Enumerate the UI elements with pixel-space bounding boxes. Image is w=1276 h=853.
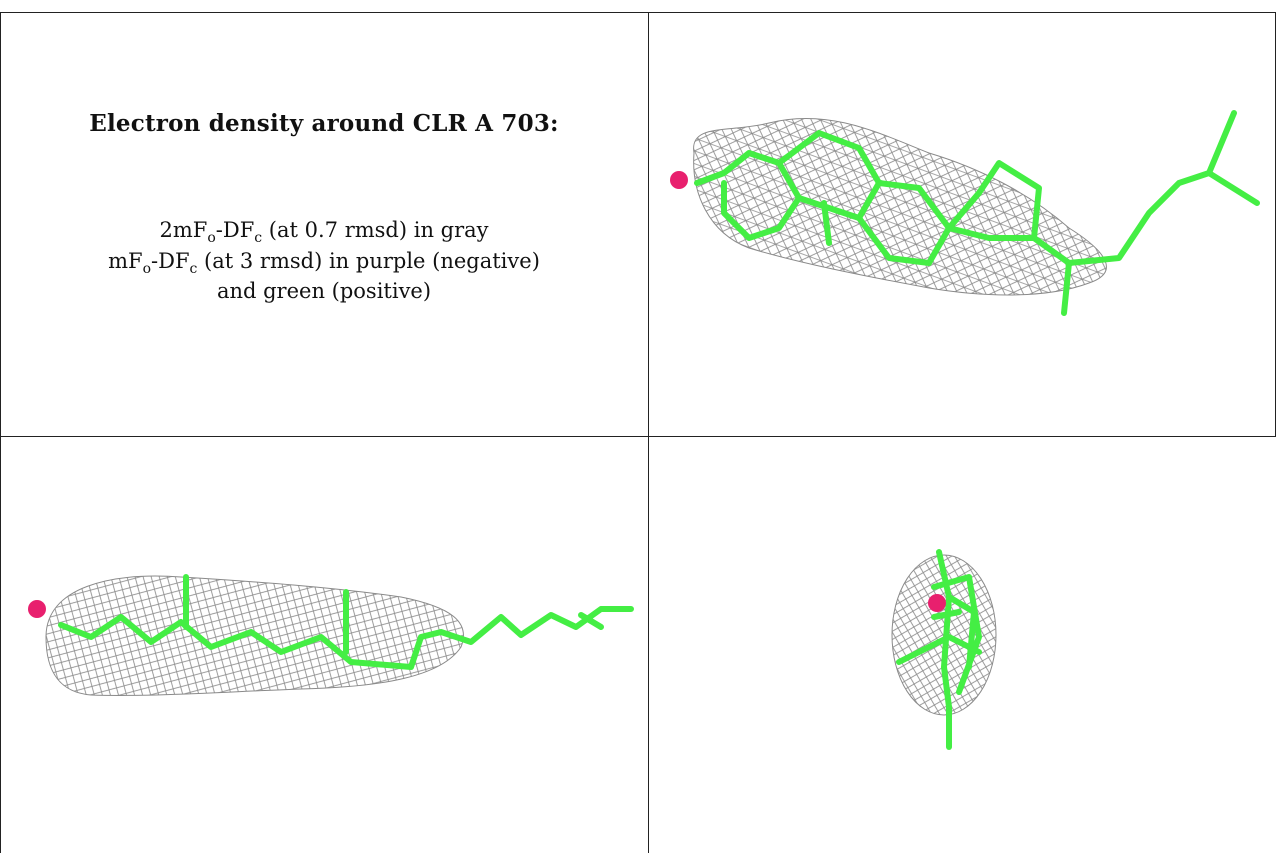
ligand-sticks	[694, 110, 1260, 316]
caption-line-2: mFo-DFc (at 3 rmsd) in purple (negative)	[108, 249, 540, 278]
density-image-end-on	[891, 549, 997, 750]
caption-cell: Electron density around CLR A 703: 2mFo-…	[0, 13, 648, 436]
caption-line-1: 2mFo-DFc (at 0.7 rmsd) in gray	[159, 218, 489, 247]
table-border-center	[648, 12, 649, 853]
caption-title: Electron density around CLR A 703:	[89, 110, 559, 137]
table-border-left	[0, 12, 1, 853]
density-panel-end-on	[649, 437, 1275, 853]
oxygen-atom	[670, 171, 688, 189]
density-panel-front	[649, 13, 1275, 436]
caption-line-3: and green (positive)	[216, 279, 432, 303]
density-panel-side	[1, 437, 648, 853]
ligand-sticks	[58, 574, 634, 670]
oxygen-atom	[928, 594, 946, 612]
table-border-middle	[0, 436, 1276, 437]
oxygen-atom	[28, 600, 46, 618]
table-border-top	[0, 12, 1276, 13]
density-image-front	[670, 110, 1260, 316]
density-mesh	[693, 117, 1107, 296]
ligand-sticks	[896, 549, 982, 750]
density-image-side	[28, 574, 634, 696]
